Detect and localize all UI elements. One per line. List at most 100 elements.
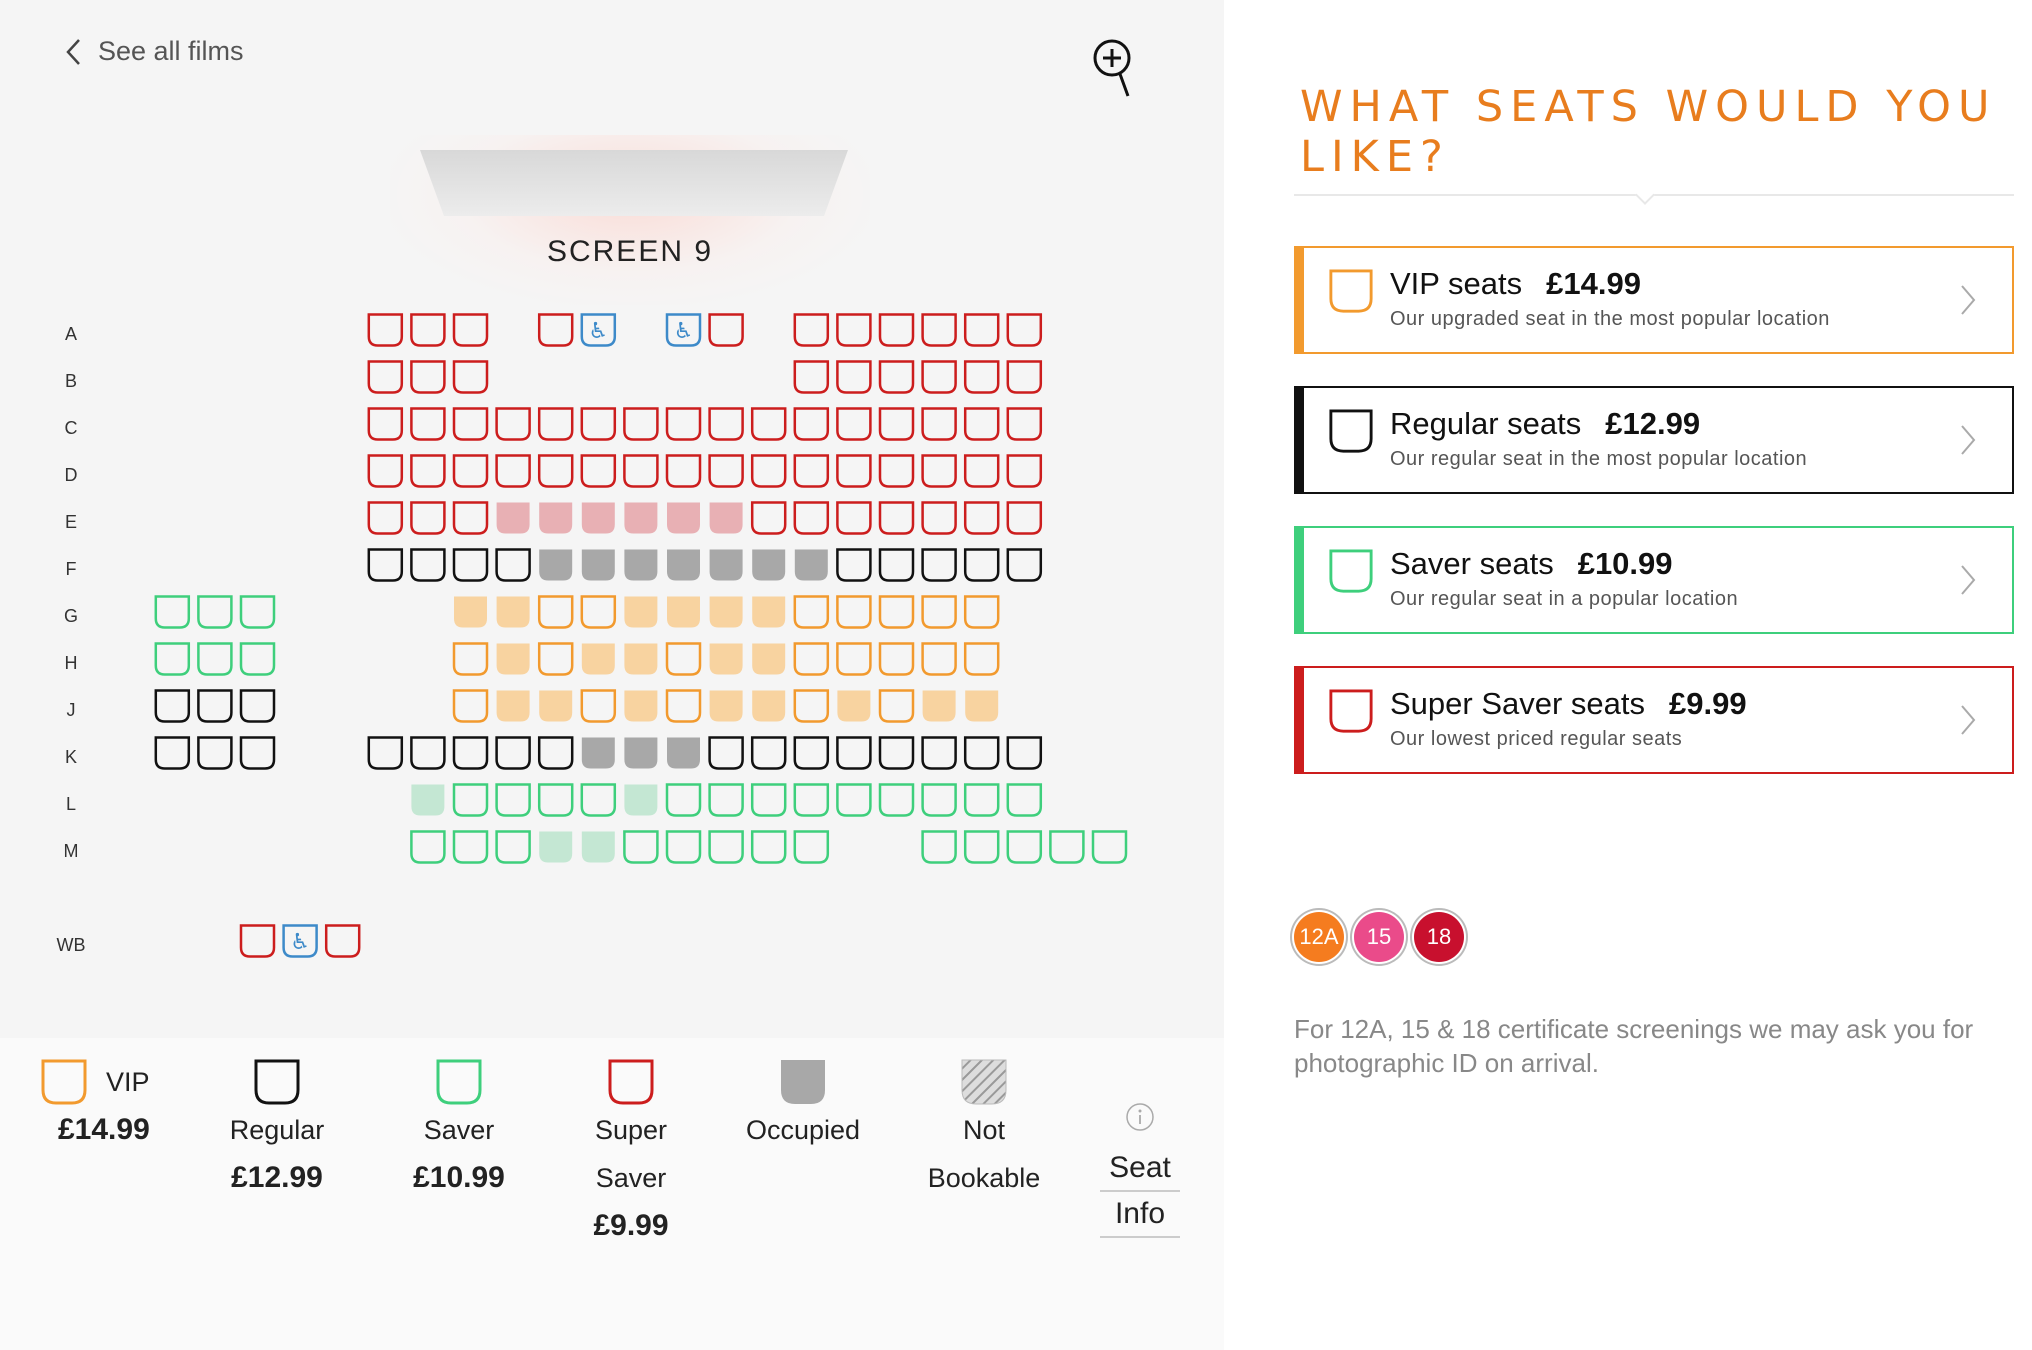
seat-available[interactable] [750, 783, 787, 817]
seat-available[interactable] [410, 407, 446, 441]
seat-available[interactable] [537, 407, 574, 441]
seat-available[interactable] [1006, 548, 1043, 582]
seat-available[interactable] [410, 736, 446, 770]
wheelchair-seat[interactable]: ♿ [665, 313, 702, 347]
seat-available[interactable] [708, 313, 744, 347]
seat-available[interactable] [367, 313, 404, 347]
seat-available[interactable] [452, 689, 489, 723]
seat-available[interactable] [410, 501, 446, 535]
seat-available[interactable] [580, 454, 617, 488]
seat-available[interactable] [836, 454, 872, 488]
seat-available[interactable] [665, 454, 702, 488]
back-to-films-link[interactable]: See all films [64, 36, 244, 67]
seat-available[interactable] [410, 454, 446, 488]
seat-available[interactable] [836, 501, 872, 535]
seat-available[interactable] [708, 736, 744, 770]
seat-available[interactable] [921, 736, 957, 770]
seat-available[interactable] [367, 501, 404, 535]
zoom-in-icon[interactable] [1092, 38, 1140, 102]
seat-available[interactable] [537, 783, 574, 817]
seat-available[interactable] [793, 689, 830, 723]
seat-available[interactable] [1006, 736, 1043, 770]
seat-available[interactable] [623, 830, 659, 864]
seat-available[interactable] [878, 313, 915, 347]
seat-available[interactable] [878, 407, 915, 441]
seat-available[interactable] [580, 689, 617, 723]
seat-available[interactable] [1006, 783, 1043, 817]
option-regular-seats[interactable]: Regular seats £12.99 Our regular seat in … [1294, 386, 2014, 494]
seat-available[interactable] [750, 501, 787, 535]
seat-available[interactable] [836, 595, 872, 629]
seat-available[interactable] [623, 407, 659, 441]
seat-available[interactable] [495, 736, 531, 770]
seat-available[interactable] [836, 407, 872, 441]
seat-available[interactable] [878, 689, 915, 723]
seat-available[interactable] [367, 548, 404, 582]
seat-available[interactable] [1006, 313, 1043, 347]
seat-available[interactable] [878, 783, 915, 817]
seat-available[interactable] [239, 595, 276, 629]
seat-available[interactable] [921, 501, 957, 535]
seat-available[interactable] [367, 736, 404, 770]
seat-available[interactable] [154, 736, 191, 770]
seat-available[interactable] [154, 642, 191, 676]
seat-available[interactable] [836, 360, 872, 394]
seat-available[interactable] [410, 830, 446, 864]
seat-available[interactable] [963, 454, 1000, 488]
seat-available[interactable] [963, 360, 1000, 394]
seat-available[interactable] [452, 501, 489, 535]
seat-available[interactable] [537, 736, 574, 770]
option-saver-seats[interactable]: Saver seats £10.99 Our regular seat in a … [1294, 526, 2014, 634]
seat-available[interactable] [495, 548, 531, 582]
seat-available[interactable] [836, 642, 872, 676]
seat-available[interactable] [495, 454, 531, 488]
seat-available[interactable] [367, 454, 404, 488]
seat-available[interactable] [665, 830, 702, 864]
seat-available[interactable] [963, 736, 1000, 770]
wheelchair-seat[interactable]: ♿ [282, 924, 318, 958]
seat-available[interactable] [410, 548, 446, 582]
seat-available[interactable] [836, 548, 872, 582]
seat-available[interactable] [963, 407, 1000, 441]
seat-available[interactable] [452, 736, 489, 770]
seat-available[interactable] [537, 642, 574, 676]
seat-available[interactable] [410, 313, 446, 347]
seat-available[interactable] [197, 595, 233, 629]
seat-available[interactable] [1091, 830, 1128, 864]
seat-available[interactable] [878, 360, 915, 394]
seat-available[interactable] [452, 783, 489, 817]
seat-available[interactable] [239, 924, 276, 958]
seat-available[interactable] [963, 830, 1000, 864]
seat-available[interactable] [452, 830, 489, 864]
seat-available[interactable] [410, 360, 446, 394]
seat-available[interactable] [452, 313, 489, 347]
seat-available[interactable] [708, 783, 744, 817]
seat-available[interactable] [580, 407, 617, 441]
seat-available[interactable] [793, 454, 830, 488]
seat-available[interactable] [708, 830, 744, 864]
seat-available[interactable] [1006, 830, 1043, 864]
seat-available[interactable] [836, 313, 872, 347]
seat-available[interactable] [793, 830, 830, 864]
seat-available[interactable] [197, 689, 233, 723]
seat-available[interactable] [580, 595, 617, 629]
seat-available[interactable] [878, 642, 915, 676]
seat-available[interactable] [580, 783, 617, 817]
seat-available[interactable] [367, 407, 404, 441]
seat-available[interactable] [963, 642, 1000, 676]
seat-available[interactable] [878, 736, 915, 770]
seat-available[interactable] [1006, 407, 1043, 441]
seat-available[interactable] [495, 783, 531, 817]
seat-available[interactable] [793, 360, 830, 394]
seat-available[interactable] [1006, 501, 1043, 535]
seat-available[interactable] [921, 783, 957, 817]
seat-available[interactable] [495, 830, 531, 864]
seat-available[interactable] [708, 454, 744, 488]
seat-available[interactable] [154, 689, 191, 723]
seat-available[interactable] [239, 689, 276, 723]
seat-available[interactable] [452, 407, 489, 441]
seat-available[interactable] [197, 642, 233, 676]
seat-available[interactable] [793, 313, 830, 347]
seat-available[interactable] [665, 783, 702, 817]
seat-available[interactable] [921, 830, 957, 864]
